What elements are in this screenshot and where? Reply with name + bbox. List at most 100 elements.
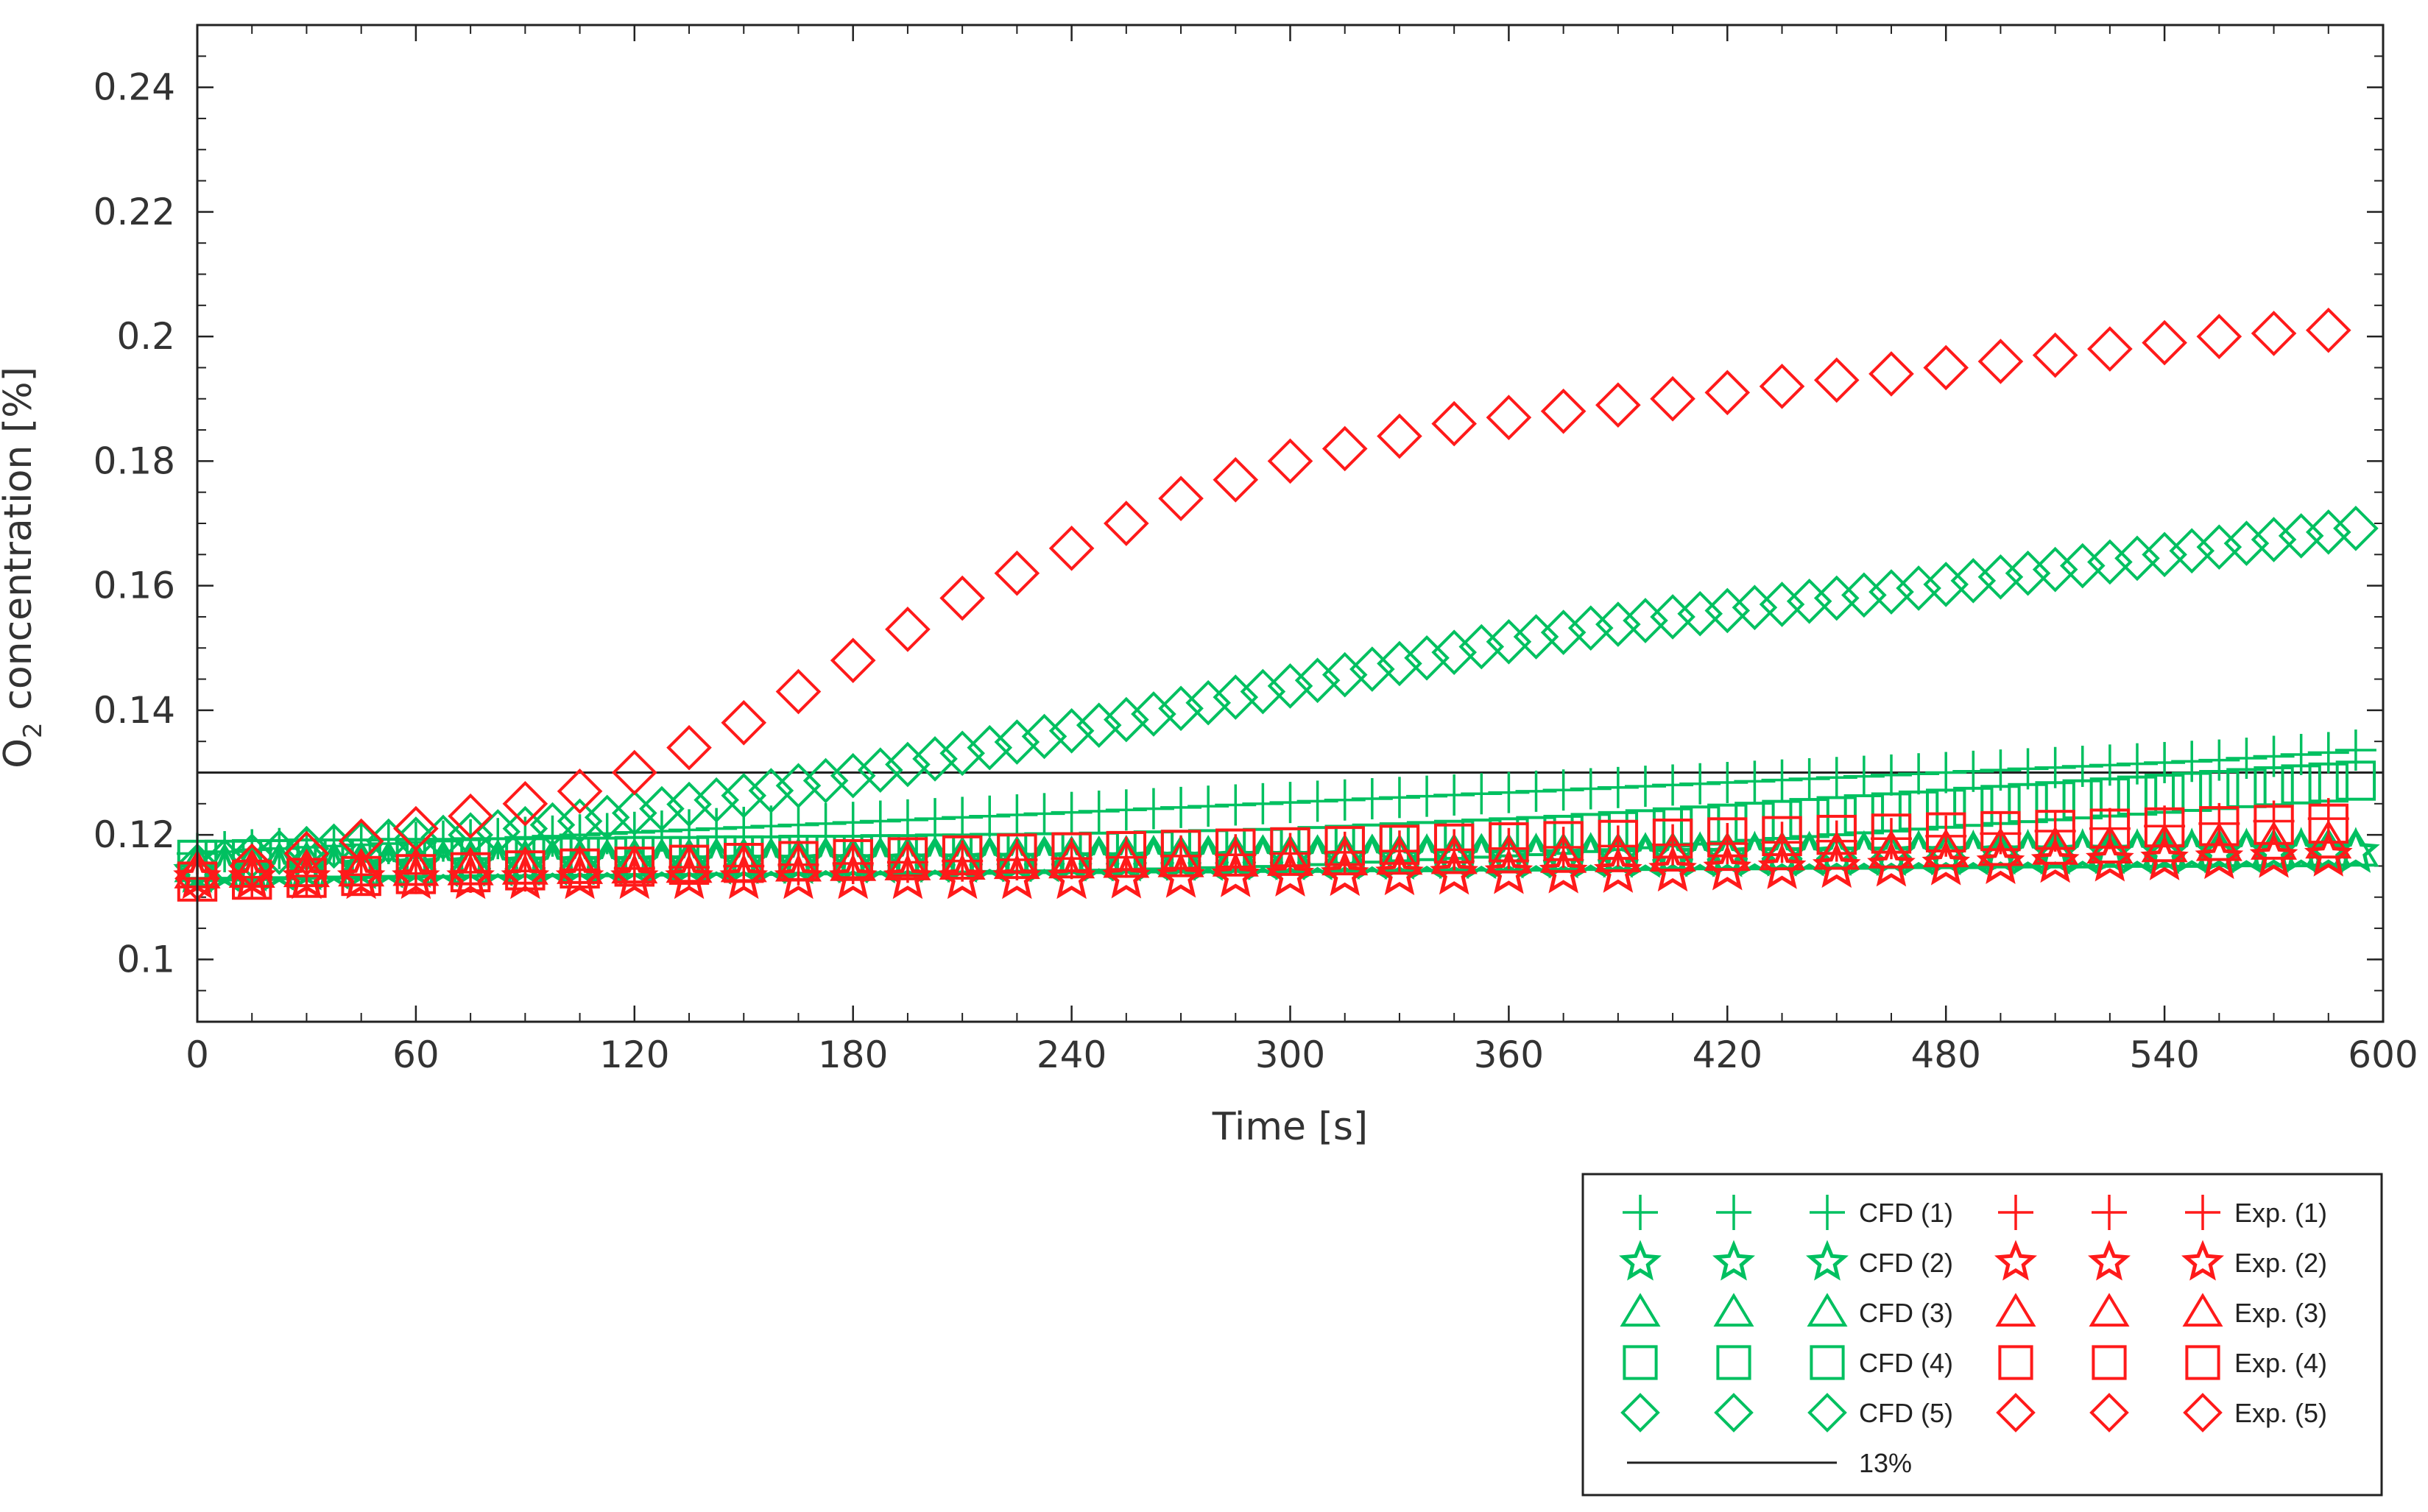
point-cfd-1 — [2280, 733, 2322, 775]
legend-marker-cfd — [1714, 1393, 1754, 1432]
point-exp-4 — [395, 854, 437, 894]
point-cfd-4 — [2226, 768, 2267, 808]
x-tick-label: 240 — [1037, 1034, 1107, 1076]
point-exp-2 — [1320, 849, 1369, 897]
point-cfd-3 — [966, 836, 1013, 875]
x-tick-labels: 0 60 120 180 240 300 360 420 480 540 600 — [186, 1034, 2418, 1076]
legend-marker-cfd — [1623, 1195, 1658, 1230]
point-exp-2 — [1539, 847, 1588, 894]
point-exp-3 — [2141, 823, 2188, 863]
point-cfd-3 — [1020, 835, 1068, 875]
point-cfd-5 — [2223, 520, 2270, 566]
point-cfd-4 — [2281, 764, 2321, 805]
legend-label-cfd: CFD (4) — [1859, 1348, 1953, 1378]
legend-marker-cfd — [1716, 1195, 1751, 1230]
point-exp-3 — [283, 848, 330, 888]
point-exp-4 — [1051, 832, 1092, 873]
point-cfd-4 — [1516, 816, 1556, 857]
point-cfd-3 — [2086, 829, 2134, 868]
point-cfd-5 — [2169, 528, 2215, 574]
point-cfd-5 — [1048, 707, 1095, 754]
point-cfd-4 — [860, 834, 901, 875]
point-cfd-4 — [751, 835, 791, 876]
x-tick-label: 60 — [392, 1034, 440, 1076]
point-exp-4 — [614, 847, 654, 887]
point-exp-3 — [392, 847, 440, 886]
point-cfd-4 — [914, 833, 956, 874]
point-exp-3 — [1266, 837, 1314, 876]
legend-marker-exp — [1996, 1393, 2036, 1432]
x-tick-label: 480 — [1910, 1034, 1980, 1076]
point-exp-4 — [1543, 821, 1584, 861]
point-cfd-5 — [1404, 635, 1450, 681]
y-tick-label: 0.16 — [93, 565, 175, 607]
legend-marker-cfd — [1807, 1393, 1847, 1432]
legend-label-cfd: CFD (5) — [1859, 1398, 1953, 1428]
point-exp-5 — [1813, 357, 1860, 403]
point-cfd-5 — [2196, 524, 2242, 570]
point-exp-5 — [2032, 332, 2078, 378]
legend-marker-cfd — [1810, 1195, 1845, 1230]
point-exp-4 — [2254, 805, 2294, 845]
point-exp-5 — [1759, 363, 1805, 409]
point-exp-4 — [1215, 828, 1256, 869]
point-exp-5 — [611, 749, 657, 796]
point-exp-4 — [1980, 810, 2021, 852]
x-tick-label: 540 — [2129, 1034, 2199, 1076]
point-cfd-5 — [1759, 582, 1805, 627]
point-cfd-5 — [1213, 674, 1259, 720]
point-exp-4 — [1598, 819, 1639, 861]
point-exp-4 — [2199, 806, 2240, 847]
point-exp-4 — [1707, 817, 1748, 858]
point-cfd-5 — [311, 823, 357, 869]
point-cfd-5 — [420, 814, 466, 861]
legend-label-cfd: CFD (2) — [1859, 1248, 1953, 1278]
point-cfd-4 — [1953, 786, 1994, 827]
point-exp-4 — [2308, 803, 2348, 844]
point-exp-5 — [2087, 326, 2133, 372]
point-exp-4 — [341, 855, 381, 897]
point-cfd-3 — [1731, 831, 1778, 871]
y-axis-title-subscript: 2 — [18, 722, 48, 738]
point-exp-5 — [2142, 319, 2187, 366]
point-cfd-3 — [1786, 831, 1833, 870]
point-cfd-1 — [2226, 738, 2268, 780]
x-tick-label: 180 — [818, 1034, 888, 1076]
point-exp-4 — [232, 859, 272, 900]
point-exp-5 — [229, 843, 275, 889]
point-cfd-5 — [1486, 618, 1532, 665]
point-cfd-5 — [1786, 578, 1832, 624]
point-exp-3 — [501, 846, 548, 885]
point-cfd-5 — [1950, 558, 1997, 604]
point-exp-3 — [939, 841, 986, 880]
series-exp-4 — [177, 803, 2348, 902]
legend-marker-exp — [2089, 1393, 2129, 1432]
point-exp-2 — [1157, 852, 1205, 898]
point-exp-5 — [830, 637, 876, 684]
point-exp-5 — [1213, 456, 1259, 503]
point-cfd-4 — [2062, 779, 2103, 820]
legend-marker-exp — [2182, 1293, 2223, 1327]
legend-marker-cfd — [1716, 1345, 1751, 1380]
point-exp-5 — [1977, 339, 2024, 384]
point-cfd-4 — [641, 836, 682, 877]
point-cfd-5 — [2087, 539, 2133, 585]
point-exp-2 — [1102, 852, 1151, 899]
legend-marker-cfd — [1618, 1240, 1662, 1281]
point-exp-2 — [336, 852, 386, 900]
point-exp-5 — [1868, 351, 1914, 397]
point-exp-4 — [942, 835, 983, 876]
point-exp-3 — [666, 844, 713, 883]
point-cfd-5 — [584, 794, 630, 841]
point-exp-3 — [1212, 838, 1259, 877]
point-cfd-4 — [1625, 809, 1666, 849]
point-exp-4 — [668, 844, 710, 885]
point-cfd-3 — [1458, 833, 1505, 872]
point-exp-5 — [2251, 311, 2297, 356]
point-exp-5 — [393, 805, 439, 852]
legend-marker-exp — [2181, 1240, 2225, 1281]
point-cfd-3 — [2141, 829, 2188, 868]
point-exp-3 — [1103, 839, 1150, 878]
point-cfd-4 — [2172, 771, 2212, 812]
point-exp-4 — [724, 843, 764, 883]
